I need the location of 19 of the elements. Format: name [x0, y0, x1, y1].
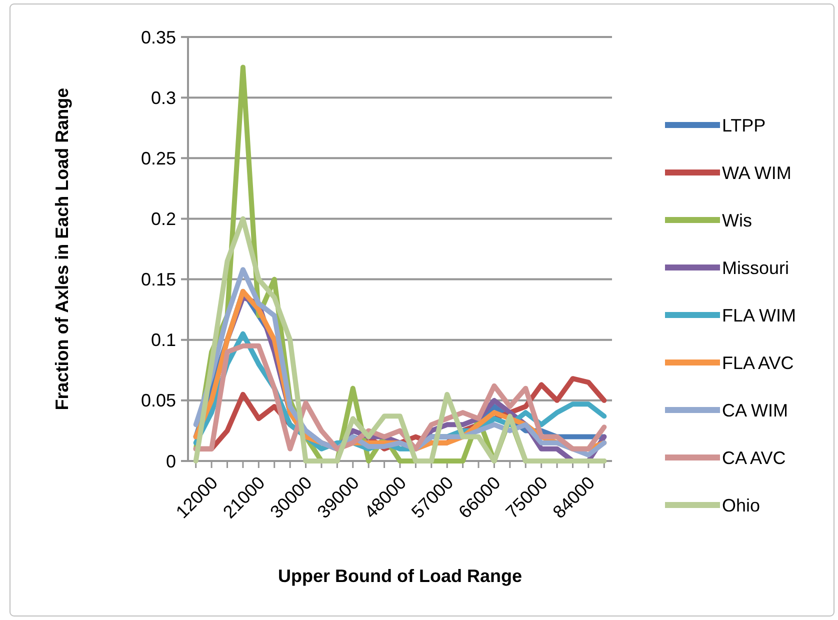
- y-axis-title: Fraction of Axles in Each Load Range: [52, 88, 72, 410]
- y-tick-label: 0.2: [150, 209, 176, 230]
- y-tick-label: 0: [166, 451, 176, 472]
- legend-label: LTPP: [722, 115, 766, 136]
- legend-label: CA WIM: [722, 400, 788, 420]
- y-tick-label: 0.1: [150, 330, 176, 350]
- legend-label: Missouri: [722, 258, 790, 278]
- legend-label: FLA WIM: [722, 305, 796, 326]
- legend-label: FLA AVC: [722, 352, 794, 373]
- x-axis-title: Upper Bound of Load Range: [278, 566, 522, 586]
- y-tick-label: 0.35: [140, 27, 176, 48]
- legend-label: CA AVC: [722, 448, 786, 468]
- y-tick-label: 0.15: [140, 270, 176, 290]
- legend-label: Wis: [722, 210, 752, 230]
- legend-label: WA WIM: [722, 162, 792, 183]
- legend-label: Ohio: [722, 495, 760, 516]
- y-tick-label: 0.3: [150, 88, 176, 108]
- y-tick-label: 0.05: [140, 390, 176, 411]
- y-tick-label: 0.25: [140, 148, 176, 168]
